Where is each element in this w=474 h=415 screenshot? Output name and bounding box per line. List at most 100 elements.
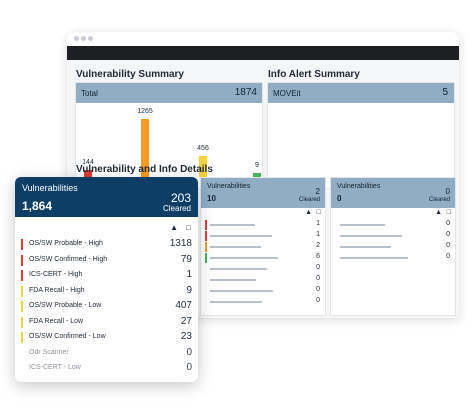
list-item-value: 0 xyxy=(446,231,450,238)
vulnerability-row[interactable]: ICS-CERT - High 1 xyxy=(21,268,192,283)
list-item-value: 0 xyxy=(316,297,320,304)
card2-count: 2 xyxy=(315,187,320,196)
vulnerability-label: OS/SW Confirmed - High xyxy=(29,255,108,263)
info-alert-header[interactable]: MOVEit 5 xyxy=(268,83,454,103)
chart-bar xyxy=(84,170,92,177)
summary-card-header[interactable]: Total 1874 xyxy=(76,83,262,103)
list-item[interactable]: 2 xyxy=(205,242,320,252)
list-item-value: 1 xyxy=(316,220,320,227)
vulnerability-row[interactable]: Odr Scanner 0 xyxy=(21,346,192,361)
chart-bar-label: 9 xyxy=(255,162,259,169)
vulnerability-row[interactable]: OS/SW Confirmed - Low 23 xyxy=(21,330,192,345)
card2-total: 10 xyxy=(207,194,216,203)
severity-marker xyxy=(21,239,23,250)
total-label: Total xyxy=(81,89,98,98)
bell-icon[interactable]: ▲ xyxy=(435,209,442,216)
vulnerability-count: 1 xyxy=(186,269,192,280)
dashboard-window: Vulnerability Summary Info Alert Summary… xyxy=(67,32,459,318)
vulnerability-label: ICS-CERT - Low xyxy=(29,364,81,371)
vulnerability-count: 0 xyxy=(186,346,192,358)
list-item[interactable]: 0 xyxy=(335,242,450,252)
chart-bar-label: 456 xyxy=(197,145,209,153)
card3-title: Vulnerabilities xyxy=(337,183,381,190)
details-card-3: Vulnerabilities 0 0 Cleared ▲ □ 0 0 0 0 xyxy=(330,177,456,316)
list-item-value: 0 xyxy=(446,242,450,249)
list-item[interactable]: 0 xyxy=(335,253,450,263)
severity-marker xyxy=(21,316,23,328)
vulnerability-count: 0 xyxy=(186,362,192,373)
details-card-3-header[interactable]: Vulnerabilities 0 0 Cleared xyxy=(331,178,455,208)
vulnerabilities-total: 1,864 xyxy=(22,199,53,213)
details-heading: Vulnerability and Info Details xyxy=(76,164,213,175)
bell-icon[interactable]: ▲ xyxy=(305,209,312,216)
vulnerability-row[interactable]: FDA Recall - High 9 xyxy=(21,284,192,299)
severity-marker xyxy=(21,254,23,266)
list-item[interactable]: 1 xyxy=(205,220,320,230)
card3-cleared: Cleared xyxy=(428,197,450,203)
list-item[interactable]: 0 xyxy=(335,231,450,241)
list-item-value: 0 xyxy=(316,264,320,271)
vulnerability-count: 27 xyxy=(180,315,192,327)
chart-bar xyxy=(253,173,261,177)
severity-marker xyxy=(21,332,23,343)
placeholder-line xyxy=(210,290,273,292)
placeholder-line xyxy=(210,279,256,281)
severity-marker xyxy=(21,285,23,297)
severity-marker xyxy=(205,253,207,263)
vulnerability-count: 407 xyxy=(175,300,192,311)
placeholder-line xyxy=(340,224,385,226)
vulnerability-summary-heading: Vulnerability Summary xyxy=(76,69,184,80)
list-item-value: 0 xyxy=(446,220,450,227)
moveit-label: MOVEit xyxy=(273,89,301,98)
vulnerability-row[interactable]: OS/SW Probable - High 1318 xyxy=(21,237,192,252)
vulnerability-count: 79 xyxy=(180,253,192,265)
vulnerability-bar-chart: 144 1265 456 9 xyxy=(76,103,262,181)
list-item-value: 2 xyxy=(316,242,320,249)
title-bar xyxy=(67,32,459,46)
placeholder-line xyxy=(340,257,408,259)
vulnerability-count: 23 xyxy=(180,331,192,342)
card3-total: 0 xyxy=(337,194,342,203)
chart-bar-label: 1265 xyxy=(137,108,153,115)
total-value: 1874 xyxy=(234,87,257,98)
list-item[interactable]: 0 xyxy=(205,264,320,274)
card2-title: Vulnerabilities xyxy=(207,183,251,190)
window-dot xyxy=(81,36,86,41)
placeholder-line xyxy=(340,246,391,248)
list-item-value: 6 xyxy=(316,253,320,260)
list-item-value: 0 xyxy=(316,275,320,282)
card3-count: 0 xyxy=(445,187,450,196)
monitor-icon[interactable]: □ xyxy=(316,209,321,216)
list-item[interactable]: 1 xyxy=(205,231,320,241)
severity-marker xyxy=(205,231,207,241)
details-card-2-header[interactable]: Vulnerabilities 10 2 Cleared xyxy=(201,178,325,208)
vulnerability-count: 9 xyxy=(186,284,192,296)
vulnerability-label: ICS-CERT - High xyxy=(29,271,83,278)
placeholder-line xyxy=(340,235,402,237)
vulnerabilities-card-header[interactable]: Vulnerabilities 1,864 203 Cleared xyxy=(15,177,198,217)
vulnerability-label: FDA Recall - Low xyxy=(29,317,84,325)
monitor-icon[interactable]: □ xyxy=(186,223,191,232)
monitor-icon[interactable]: □ xyxy=(446,209,451,216)
list-item[interactable]: 6 xyxy=(205,253,320,263)
vulnerability-label: OS/SW Probable - High xyxy=(29,240,103,247)
placeholder-line xyxy=(210,268,267,270)
vulnerability-row[interactable]: FDA Recall - Low 27 xyxy=(21,315,192,330)
top-nav-bar xyxy=(67,46,459,60)
bell-icon[interactable]: ▲ xyxy=(170,223,178,232)
vulnerability-row[interactable]: ICS-CERT - Low 0 xyxy=(21,361,192,376)
list-item[interactable]: 0 xyxy=(205,286,320,296)
severity-marker xyxy=(21,270,23,281)
vulnerability-row[interactable]: OS/SW Confirmed - High 79 xyxy=(21,253,192,268)
list-item-value: 0 xyxy=(446,253,450,260)
list-item[interactable]: 0 xyxy=(205,297,320,307)
window-dot xyxy=(88,36,93,41)
vulnerabilities-cleared: Cleared xyxy=(162,204,191,213)
severity-marker xyxy=(205,220,207,230)
vulnerabilities-title: Vulnerabilities xyxy=(22,183,78,193)
vulnerability-row[interactable]: OS/SW Probable - Low 407 xyxy=(21,299,192,314)
window-dot xyxy=(74,36,79,41)
list-item[interactable]: 0 xyxy=(335,220,450,230)
list-item[interactable]: 0 xyxy=(205,275,320,285)
